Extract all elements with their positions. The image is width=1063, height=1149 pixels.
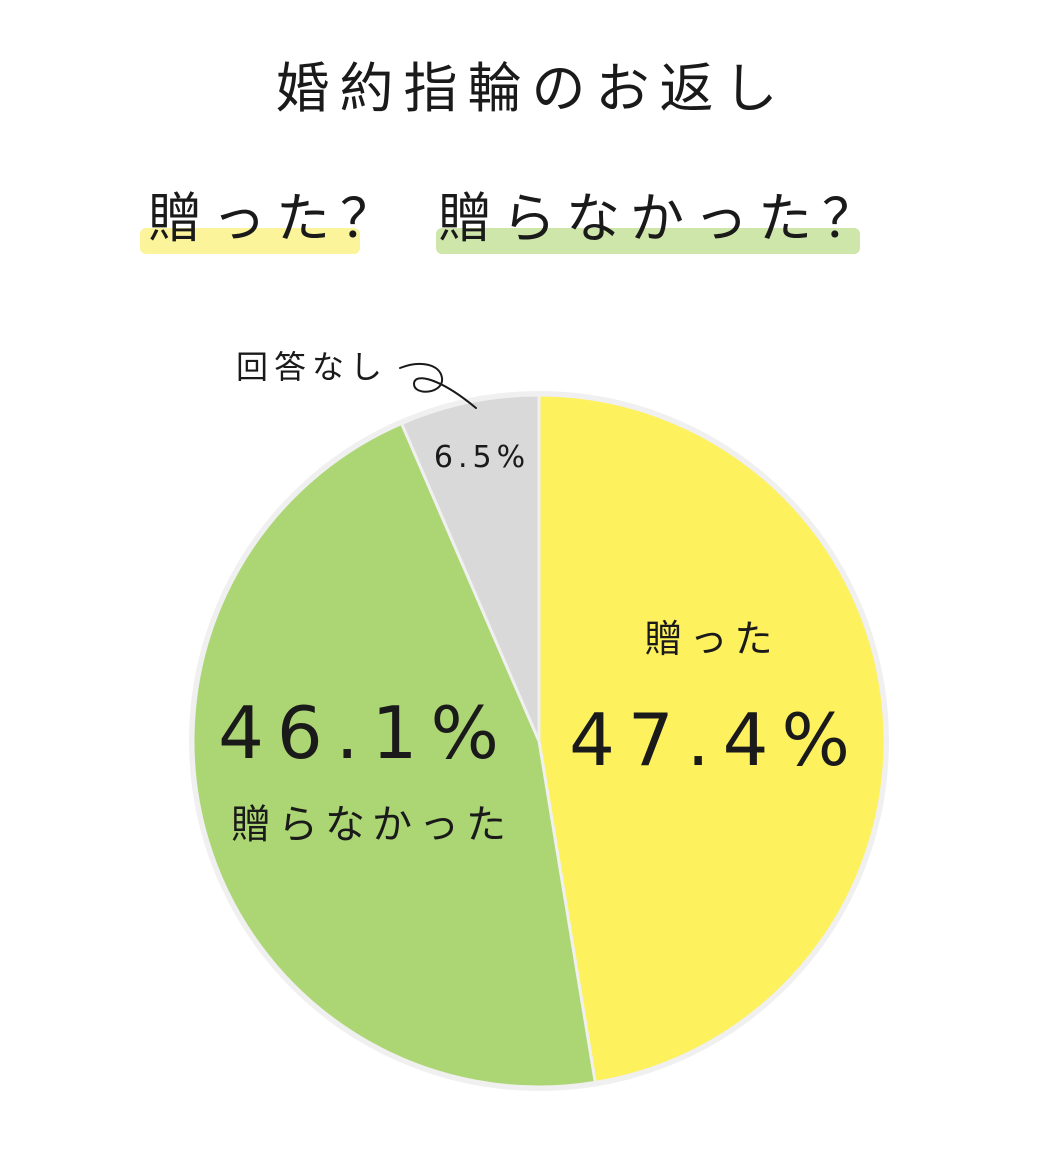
label-gave-value: 47.4% [569, 698, 863, 782]
label-no-answer-value: 6.5% [434, 440, 530, 475]
title-highlight-no [436, 228, 860, 254]
pie-labels: 贈った 47.4% 46.1% 贈らなかった 6.5% 回答なし [218, 348, 863, 848]
label-gave-name: 贈った [644, 617, 779, 661]
chart-title-line2: 贈った？ 贈らなかった？ [0, 180, 1063, 260]
pie-slices [189, 391, 889, 1091]
title-part-did-not-give: 贈らなかった？ [438, 187, 886, 250]
slice-gave [537, 393, 887, 1084]
pie-outline [189, 391, 889, 1091]
label-no-answer-name: 回答なし [236, 348, 388, 386]
title-part-gave: 贈った？ [148, 187, 404, 250]
label-no-answer-leader [399, 362, 477, 409]
chart-title-line1: 婚約指輪のお返し [275, 57, 788, 120]
label-did-not-give-value: 46.1% [218, 691, 512, 775]
title-highlight-yes [140, 228, 360, 254]
label-did-not-give-name: 贈らなかった [231, 802, 513, 848]
slice-did-not-give [191, 421, 597, 1089]
